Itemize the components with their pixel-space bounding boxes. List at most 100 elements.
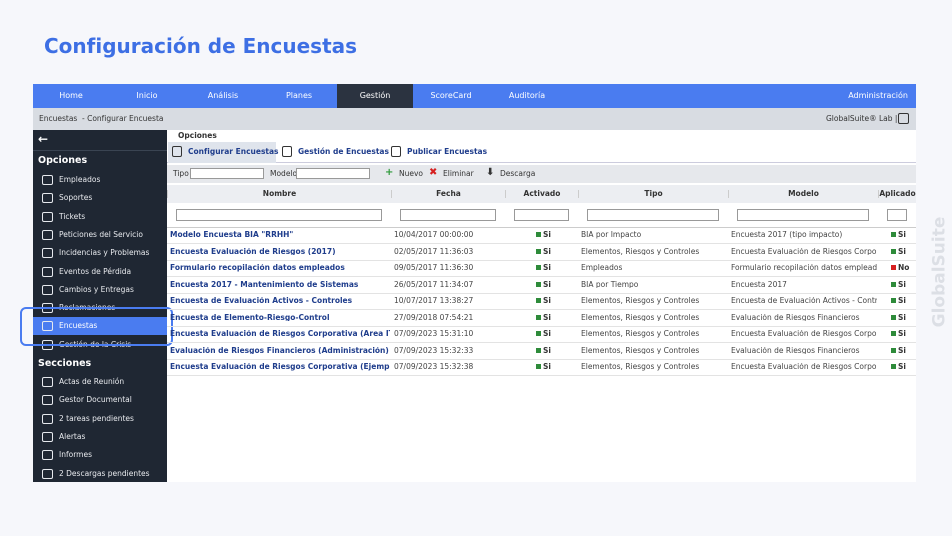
row-line (167, 292, 916, 294)
row-link[interactable]: Evaluación de Riesgos Financieros (Admin… (170, 346, 389, 354)
status-text: Si (543, 329, 551, 338)
breadcrumb-bar (33, 108, 916, 130)
status-square (891, 265, 896, 270)
cell: BIA por Impacto (581, 231, 642, 239)
item-icon (42, 395, 53, 406)
cell: Encuesta Evaluación de Riesgos Corporati… (731, 363, 877, 371)
sidebar-item[interactable]: Informes (59, 450, 92, 460)
row-link[interactable]: Encuesta de Evaluación Activos - Control… (170, 297, 353, 305)
sidebar-item[interactable]: Soportes (59, 193, 93, 203)
nav-item[interactable]: ScoreCard (430, 91, 472, 100)
row-link[interactable]: Encuesta de Elemento-Riesgo-Control (170, 313, 330, 321)
toolbar-button[interactable]: Nuevo (399, 169, 424, 178)
cell: BIA por Tiempo (581, 280, 639, 288)
filter-input[interactable] (887, 209, 907, 221)
status-text: Si (543, 263, 551, 272)
filter-input[interactable] (176, 209, 382, 221)
row-line (167, 243, 916, 244)
toolbar-button[interactable]: Eliminar (443, 169, 474, 178)
nav-item[interactable]: Auditoría (508, 91, 546, 100)
item-icon (42, 229, 53, 240)
sidebar-heading: Opciones (38, 155, 88, 166)
row-link[interactable]: Encuesta Evaluación de Riesgos Corporati… (170, 330, 390, 338)
sidebar-item[interactable]: Eventos de Pérdida (59, 266, 132, 276)
sidebar-item[interactable]: Tickets (59, 211, 86, 221)
row-line (167, 342, 916, 343)
status-text: Si (898, 312, 906, 322)
status-text: Si (898, 230, 906, 239)
tab[interactable]: Publicar Encuestas (407, 147, 488, 156)
status-text: Si (898, 279, 906, 289)
sidebar-item[interactable]: Incidencias y Problemas (59, 248, 150, 258)
sidebar-item[interactable]: Cambios y Entregas (59, 284, 134, 294)
column-header[interactable]: Modelo (728, 190, 878, 198)
tab-bg (168, 142, 276, 163)
status-text: Si (898, 296, 906, 305)
sidebar-item[interactable]: Alertas (59, 431, 86, 441)
status-square (891, 281, 896, 287)
status-text: Si (543, 345, 551, 355)
cell: 10/07/2017 13:38:27 (394, 297, 474, 305)
status-square (891, 232, 896, 237)
cell: Encuesta 2017 (tipo impacto) (731, 231, 843, 239)
row-line (167, 276, 916, 277)
tab[interactable]: Configurar Encuestas (188, 147, 279, 156)
nav-item[interactable]: Home (59, 91, 83, 100)
column-header[interactable]: Nombre (167, 190, 391, 198)
sidebar-item[interactable]: Gestor Documental (59, 395, 132, 405)
filter-input[interactable] (514, 209, 569, 221)
header-bg (167, 185, 916, 203)
column-header[interactable]: Tipo (578, 190, 728, 198)
status-text: Si (543, 279, 551, 289)
filter-select[interactable] (190, 168, 264, 179)
item-icon (42, 450, 53, 461)
row-link[interactable]: Formulario recopilación datos empleados (170, 264, 345, 272)
cell: 07/09/2023 15:32:38 (394, 363, 474, 371)
tab[interactable]: Gestión de Encuestas (298, 147, 389, 156)
sidebar-item[interactable]: Actas de Reunión (59, 377, 125, 386)
sidebar-item[interactable]: 2 Descargas pendientes (59, 468, 150, 478)
status-text: Si (898, 246, 906, 256)
status-square (536, 364, 541, 369)
nav-item[interactable]: Gestión (337, 84, 413, 108)
sidebar-item[interactable]: Encuestas (59, 321, 98, 331)
item-icon (42, 321, 53, 332)
status-square (536, 265, 541, 270)
cell: 26/05/2017 11:34:07 (394, 280, 474, 288)
nav-admin[interactable]: Administración (848, 91, 908, 100)
filter-input[interactable] (400, 209, 496, 221)
button-icon: ✖ (429, 167, 438, 178)
row-link[interactable]: Encuesta Evaluación de Riesgos (2017) (170, 247, 336, 255)
help-icon[interactable] (898, 113, 909, 124)
filter-input[interactable] (587, 209, 719, 221)
row-link[interactable]: Encuesta Evaluación de Riesgos Corporati… (170, 363, 390, 371)
row-link[interactable]: Encuesta 2017 - Mantenimiento de Sistema… (170, 280, 359, 288)
item-icon (42, 211, 53, 222)
sidebar-item[interactable]: Empleados (59, 175, 101, 184)
column-header[interactable]: Fecha (391, 190, 505, 198)
filter-label: Modelo (270, 169, 298, 178)
filter-input[interactable] (737, 209, 869, 221)
back-arrow[interactable]: ← (38, 132, 49, 146)
toolbar-button[interactable]: Descarga (500, 169, 536, 178)
row-link[interactable]: Modelo Encuesta BIA "RRHH" (170, 231, 294, 239)
sidebar-item[interactable]: Peticiones del Servicio (59, 229, 143, 239)
cell: Evaluación de Riesgos Financieros (731, 346, 860, 354)
status-text: Si (543, 246, 551, 256)
sidebar-item[interactable]: 2 tareas pendientes (59, 413, 134, 423)
filter-label: Tipo (173, 169, 189, 178)
status-text: Si (543, 312, 551, 322)
nav-item[interactable]: Inicio (136, 91, 158, 100)
nav-item[interactable]: Planes (285, 91, 313, 100)
column-header[interactable]: Aplicado (878, 189, 916, 198)
status-text: Si (543, 296, 551, 305)
column-header[interactable]: Activado (505, 190, 578, 198)
cell: Elementos, Riesgos y Controles (581, 330, 700, 338)
nav-item[interactable]: Análisis (207, 91, 239, 100)
breadcrumb-item[interactable]: Encuestas (39, 114, 78, 123)
item-icon (42, 468, 53, 479)
filter-select[interactable] (296, 168, 370, 179)
cell: 07/09/2023 15:31:10 (394, 330, 474, 338)
row-line (167, 325, 916, 327)
status-text: No (898, 263, 910, 272)
